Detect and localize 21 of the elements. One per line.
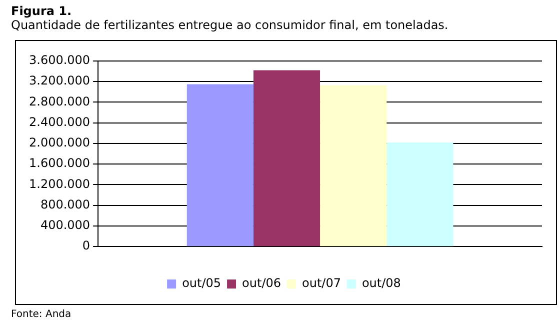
y-tick-label: 3.200.000	[28, 74, 90, 88]
legend-label: out/05	[182, 276, 222, 290]
legend-label: out/08	[362, 276, 401, 290]
source-note: Fonte: Anda	[11, 309, 72, 320]
chart-subtitle: Quantidade de fertilizantes entregue ao consumidor final, em toneladas.	[11, 18, 448, 32]
y-tick-label: 2.800.000	[28, 94, 90, 108]
bar	[186, 84, 254, 246]
y-tick-label: 1.600.000	[28, 156, 90, 170]
bar	[386, 142, 454, 246]
y-tick-label: 3.600.000	[28, 53, 90, 68]
legend-label: out/06	[242, 276, 282, 290]
y-tick-label: 400.000	[40, 218, 90, 232]
y-tick-label: 2.000.000	[28, 136, 90, 150]
y-tick-label: 800.000	[40, 197, 90, 212]
y-tick-label: 0	[82, 238, 90, 253]
bar	[320, 85, 387, 246]
legend-label: out/07	[302, 276, 341, 290]
chart-title: Figura 1.	[11, 4, 72, 18]
bar	[253, 70, 320, 246]
y-tick-label: 2.400.000	[28, 114, 90, 129]
y-tick-label: 1.200.000	[28, 176, 90, 191]
